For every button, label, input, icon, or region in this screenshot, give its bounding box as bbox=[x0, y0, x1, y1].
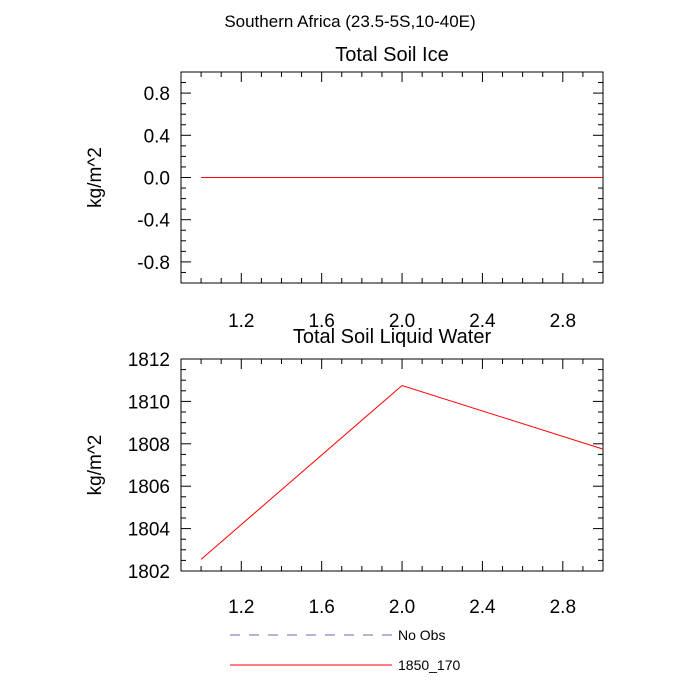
chart-1-y-tick-label: 1806 bbox=[128, 477, 170, 498]
chart-1-y-tick-label: 1804 bbox=[128, 520, 171, 541]
chart-0-y-tick-label: -0.8 bbox=[137, 253, 170, 274]
chart-0-y-tick-label: 0.8 bbox=[144, 84, 170, 105]
chart-1-x-tick-label: 2.0 bbox=[389, 597, 415, 618]
chart-1-x-tick-label: 2.8 bbox=[550, 597, 576, 618]
chart-0-x-tick-label: 2.4 bbox=[469, 311, 496, 332]
soil-ice-panel: Total Soil Ice 1.2 1.6 2.0 2.4 2.8 0.8 0.4 0.0 -0… bbox=[85, 44, 604, 332]
legend-1850-170-label: 1850_170 bbox=[398, 657, 461, 673]
chart-1-series-line-0 bbox=[200, 384, 604, 560]
soil-liquid-water-panel: Total Soil Liquid Water 1.2 1.6 2.0 2.4 2.8 18… bbox=[85, 326, 604, 618]
chart-1-y-tick-label: 1808 bbox=[128, 435, 170, 456]
legend: No Obs 1850_170 bbox=[230, 627, 461, 673]
chart-0-x-tick-label: 1.2 bbox=[228, 311, 254, 332]
chart-1-y-tick-label: 1812 bbox=[128, 350, 170, 371]
chart-1-y-axis-label: kg/m^2 bbox=[85, 435, 106, 496]
chart-1-x-tick-label: 2.4 bbox=[469, 597, 496, 618]
chart-1-y-tick-label: 1810 bbox=[128, 392, 170, 413]
chart-0-title: Total Soil Ice bbox=[335, 44, 448, 66]
chart-0-y-tick-label: -0.4 bbox=[137, 211, 170, 232]
chart-0-y-axis-label: kg/m^2 bbox=[85, 147, 106, 208]
chart-1-x-tick-label: 1.6 bbox=[308, 597, 334, 618]
chart-1-plot-frame bbox=[180, 358, 604, 572]
chart-0-x-tick-label: 1.6 bbox=[308, 311, 334, 332]
chart-0-x-tick-label: 2.0 bbox=[389, 311, 415, 332]
chart-0-y-tick-label: 0.0 bbox=[144, 169, 170, 190]
chart-0-y-tick-label: 0.4 bbox=[144, 126, 171, 147]
chart-1-y-tick-label: 1802 bbox=[128, 562, 170, 583]
chart-0-x-tick-label: 2.8 bbox=[550, 311, 576, 332]
chart-1-title: Total Soil Liquid Water bbox=[293, 326, 492, 348]
figure-title: Southern Africa (23.5-5S,10-40E) bbox=[224, 12, 475, 31]
chart-1-x-tick-label: 1.2 bbox=[228, 597, 254, 618]
legend-no-obs-label: No Obs bbox=[398, 627, 445, 643]
